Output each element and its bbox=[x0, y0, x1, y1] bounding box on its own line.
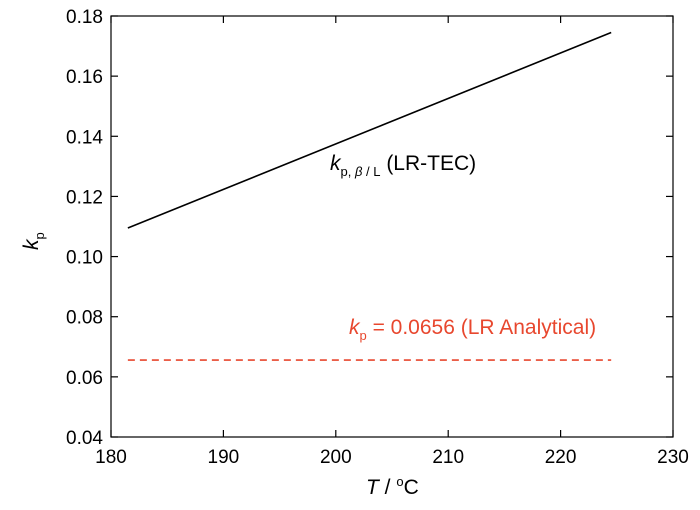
y-tick-label: 0.18 bbox=[66, 7, 103, 28]
y-tick-label: 0.16 bbox=[66, 67, 103, 88]
x-tick-label: 180 bbox=[95, 447, 127, 468]
plot-frame bbox=[110, 15, 674, 438]
x-tick-label: 230 bbox=[657, 447, 689, 468]
y-tick-label: 0.12 bbox=[66, 187, 103, 208]
y-tick-label: 0.10 bbox=[66, 248, 103, 269]
series-lines bbox=[127, 31, 612, 361]
y-tick-label: 0.08 bbox=[66, 308, 103, 329]
x-tick-label: 190 bbox=[208, 447, 240, 468]
series-line-tec bbox=[127, 31, 612, 229]
x-tick-label: 200 bbox=[320, 447, 352, 468]
series-label-analytical: kp = 0.0656 (LR Analytical) bbox=[349, 316, 596, 343]
y-tick-label: 0.14 bbox=[66, 127, 103, 148]
x-tick-label: 220 bbox=[545, 447, 577, 468]
y-tick-label: 0.06 bbox=[66, 368, 103, 389]
series-label-tec: kp, β / L (LR-TEC) bbox=[330, 152, 476, 179]
x-tick-labels: 180 190 200 210 220 230 bbox=[95, 447, 689, 468]
tick-marks bbox=[110, 15, 674, 438]
y-axis-title: kp bbox=[20, 232, 47, 250]
x-axis-title: T / oC bbox=[366, 474, 419, 499]
x-tick-label: 210 bbox=[432, 447, 464, 468]
y-tick-label: 0.04 bbox=[66, 428, 103, 449]
y-tick-labels: 0.04 0.06 0.08 0.10 0.12 0.14 0.16 0.18 bbox=[66, 7, 103, 449]
